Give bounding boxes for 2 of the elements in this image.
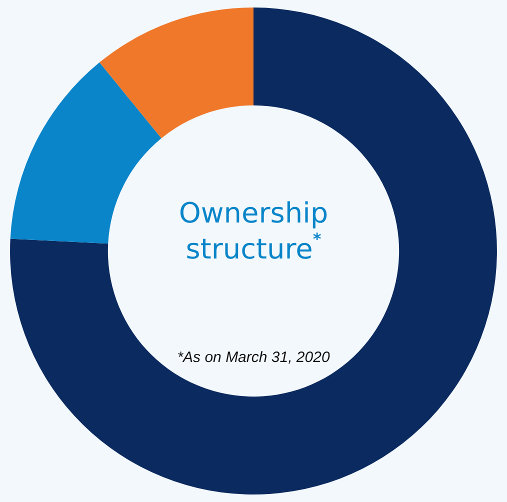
text: Ownership structure* — [178, 196, 328, 266]
text: *As on March 31, 2020 — [177, 349, 330, 366]
